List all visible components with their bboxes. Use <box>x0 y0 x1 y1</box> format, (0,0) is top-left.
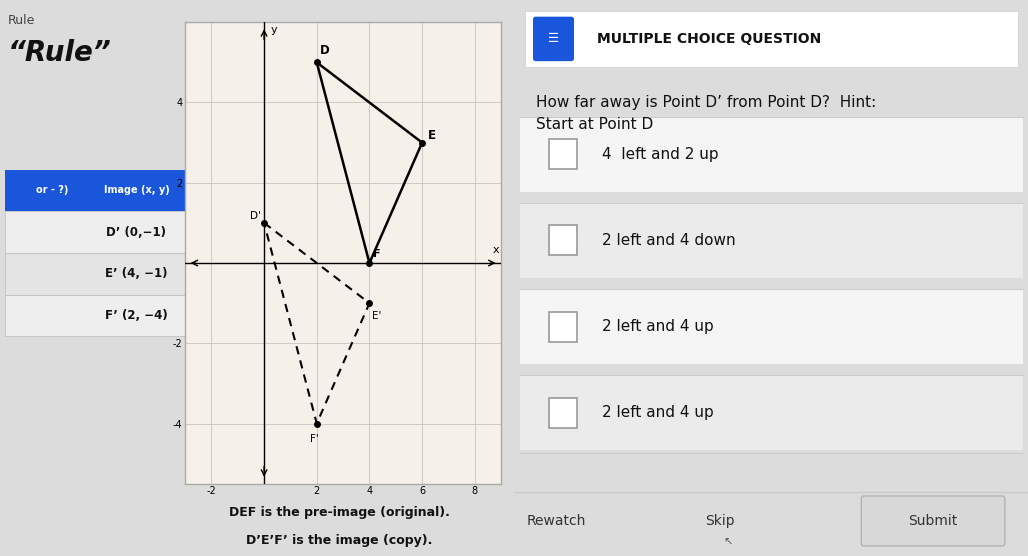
Text: Rule: Rule <box>8 14 35 27</box>
FancyBboxPatch shape <box>520 117 1023 192</box>
FancyBboxPatch shape <box>549 311 577 341</box>
Text: D': D' <box>250 211 260 221</box>
FancyBboxPatch shape <box>520 289 1023 364</box>
FancyBboxPatch shape <box>520 375 1023 450</box>
Text: ▶: ▶ <box>398 340 406 350</box>
Text: F’ (2, −4): F’ (2, −4) <box>105 309 168 322</box>
Text: or - ?): or - ?) <box>36 186 68 195</box>
Text: 2 left and 4 down: 2 left and 4 down <box>602 233 736 248</box>
Text: F: F <box>373 249 381 259</box>
FancyBboxPatch shape <box>5 295 193 336</box>
Text: D’E’F’ is the image (copy).: D’E’F’ is the image (copy). <box>246 534 433 547</box>
FancyBboxPatch shape <box>533 17 574 61</box>
FancyBboxPatch shape <box>5 211 193 253</box>
FancyBboxPatch shape <box>5 253 193 295</box>
Text: E: E <box>428 128 436 142</box>
Text: YouTube: YouTube <box>427 338 478 351</box>
Text: 2 left and 4 up: 2 left and 4 up <box>602 405 714 420</box>
Text: MULTIPLE CHOICE QUESTION: MULTIPLE CHOICE QUESTION <box>597 32 821 46</box>
FancyBboxPatch shape <box>5 170 193 211</box>
Text: How far away is Point D’ from Point D?  Hint:
Start at Point D: How far away is Point D’ from Point D? H… <box>536 95 876 132</box>
Text: ↖: ↖ <box>724 538 733 548</box>
Text: F': F' <box>309 434 319 444</box>
Text: Image (x, y): Image (x, y) <box>104 186 170 195</box>
Text: x: x <box>492 245 500 255</box>
Text: Skip: Skip <box>705 514 735 528</box>
FancyBboxPatch shape <box>549 225 577 256</box>
FancyBboxPatch shape <box>525 11 1018 67</box>
Text: Submit: Submit <box>909 514 958 528</box>
Text: “Rule”: “Rule” <box>8 39 111 67</box>
FancyBboxPatch shape <box>549 398 577 428</box>
Text: 2 left and 4 up: 2 left and 4 up <box>602 319 714 334</box>
Text: E': E' <box>372 311 381 321</box>
Text: E’ (4, −1): E’ (4, −1) <box>105 267 168 280</box>
Text: D’ (0,−1): D’ (0,−1) <box>107 226 167 239</box>
Text: D: D <box>320 44 329 57</box>
Text: Rewatch: Rewatch <box>526 514 586 528</box>
Text: DEF is the pre-image (original).: DEF is the pre-image (original). <box>229 506 449 519</box>
FancyBboxPatch shape <box>549 139 577 169</box>
Text: y: y <box>270 25 278 35</box>
FancyBboxPatch shape <box>384 326 420 363</box>
Text: 4  left and 2 up: 4 left and 2 up <box>602 147 719 162</box>
Text: ☰: ☰ <box>548 32 559 46</box>
FancyBboxPatch shape <box>861 496 1005 546</box>
FancyBboxPatch shape <box>520 203 1023 278</box>
